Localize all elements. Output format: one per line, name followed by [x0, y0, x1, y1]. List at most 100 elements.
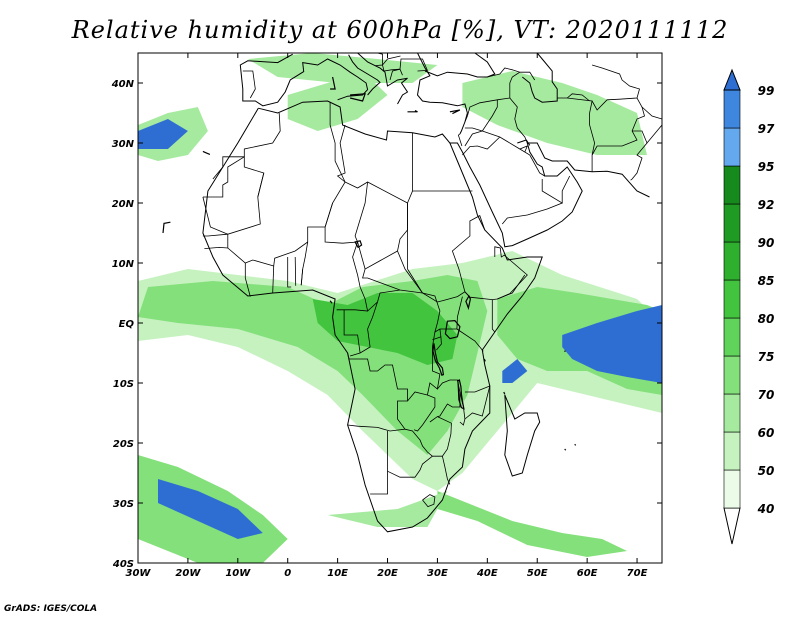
island-outline — [407, 110, 418, 113]
island-outline — [564, 350, 566, 353]
country-border — [367, 289, 401, 312]
country-border — [407, 132, 413, 204]
lon-tick-label: 30E — [427, 568, 448, 579]
country-border — [646, 124, 662, 144]
country-border — [407, 391, 428, 402]
lat-tick-label: 30S — [113, 499, 134, 510]
country-border — [481, 99, 498, 132]
country-border — [370, 431, 388, 495]
country-border — [343, 309, 361, 354]
colorbar-upper-arrow — [723, 68, 741, 91]
colorbar-lower-arrow — [723, 507, 741, 545]
colorbar-swatch — [723, 241, 741, 281]
humidity-region — [462, 71, 647, 155]
colorbar-label: 99 — [758, 84, 775, 98]
country-border — [436, 336, 442, 351]
lat-tick-label: 40S — [112, 559, 134, 570]
country-border — [272, 265, 275, 294]
country-border — [432, 328, 442, 341]
country-border — [294, 256, 297, 286]
humidity-region — [247, 53, 438, 83]
humidity-region — [437, 491, 628, 557]
country-border — [591, 97, 645, 156]
colorbar-label: 60 — [758, 426, 775, 440]
country-border — [244, 263, 251, 297]
humidity-region — [312, 293, 458, 365]
country-border — [451, 215, 486, 298]
country-border — [557, 97, 596, 172]
lake-outline — [354, 240, 363, 249]
country-border — [324, 202, 358, 244]
humidity-region — [138, 119, 188, 149]
country-border — [407, 203, 423, 294]
colorbar-swatch — [723, 317, 741, 357]
country-border — [399, 58, 428, 76]
country-border — [387, 455, 433, 478]
island-outline — [574, 443, 577, 446]
country-border — [519, 148, 545, 177]
country-border — [457, 133, 463, 147]
country-border — [442, 456, 451, 485]
lon-tick-label: 70E — [627, 568, 648, 579]
country-border — [561, 175, 571, 203]
country-border — [336, 241, 369, 312]
humidity-region — [502, 359, 528, 383]
map-axes: 30W 20W 10W 0 10E 20E 30E 40E 50E 60E 70E 40N 30N 20N… — [111, 53, 662, 579]
coastline — [348, 54, 381, 96]
coastline — [449, 142, 650, 248]
island-outline — [503, 391, 506, 395]
lon-tick-label: 40E — [476, 568, 498, 579]
humidity-field — [138, 53, 662, 563]
geographic-lines — [162, 53, 662, 533]
lake-outline — [432, 343, 445, 376]
colorbar-swatch — [723, 279, 741, 319]
country-border — [566, 93, 590, 102]
coastline — [239, 53, 369, 107]
lon-tick-label: 10E — [327, 568, 348, 579]
colorbar: 40 50 60 70 75 80 85 90 92 95 97 99 — [723, 68, 775, 545]
country-border — [362, 250, 423, 294]
island-outline — [162, 221, 171, 234]
lon-tick-label: 20W — [175, 568, 201, 579]
colorbar-label: 50 — [758, 464, 775, 478]
country-border — [382, 55, 401, 72]
country-border — [464, 127, 484, 147]
lon-tick-label: 20E — [377, 568, 398, 579]
country-border — [456, 328, 484, 352]
country-border — [641, 106, 662, 120]
lat-tick-label: 30N — [112, 139, 135, 150]
colorbar-swatch — [723, 431, 741, 471]
humidity-region — [562, 305, 662, 383]
country-border — [300, 268, 304, 286]
humidity-region — [327, 491, 448, 527]
colorbar-label: 92 — [758, 198, 775, 212]
map-frame — [137, 52, 663, 564]
credit-label: GrADS: IGES/COLA — [4, 604, 98, 614]
lon-tick-label: 50E — [527, 568, 548, 579]
country-border — [355, 53, 383, 66]
colorbar-label: 40 — [757, 502, 775, 516]
lake-outline — [444, 319, 461, 340]
colorbar-swatch — [723, 355, 741, 395]
colorbar-label: 90 — [758, 236, 775, 250]
island-outline — [202, 150, 211, 155]
country-border — [491, 299, 496, 333]
humidity-region — [287, 71, 388, 131]
colorbar-label: 97 — [758, 122, 775, 136]
lat-tick-label: EQ — [119, 319, 135, 330]
country-border — [487, 67, 520, 78]
country-border — [336, 124, 346, 183]
country-border — [242, 70, 256, 99]
country-border — [464, 385, 491, 420]
country-border — [501, 179, 564, 225]
country-border — [494, 246, 528, 300]
lat-tick-label: 20S — [113, 439, 134, 450]
island-outline — [329, 300, 333, 304]
country-border — [347, 352, 408, 432]
country-border — [204, 246, 228, 249]
lon-tick-label: 30W — [126, 568, 152, 579]
humidity-region — [158, 479, 263, 539]
lake-outline — [465, 294, 472, 311]
country-border — [630, 130, 648, 181]
lon-tick-label: 0 — [284, 568, 291, 579]
